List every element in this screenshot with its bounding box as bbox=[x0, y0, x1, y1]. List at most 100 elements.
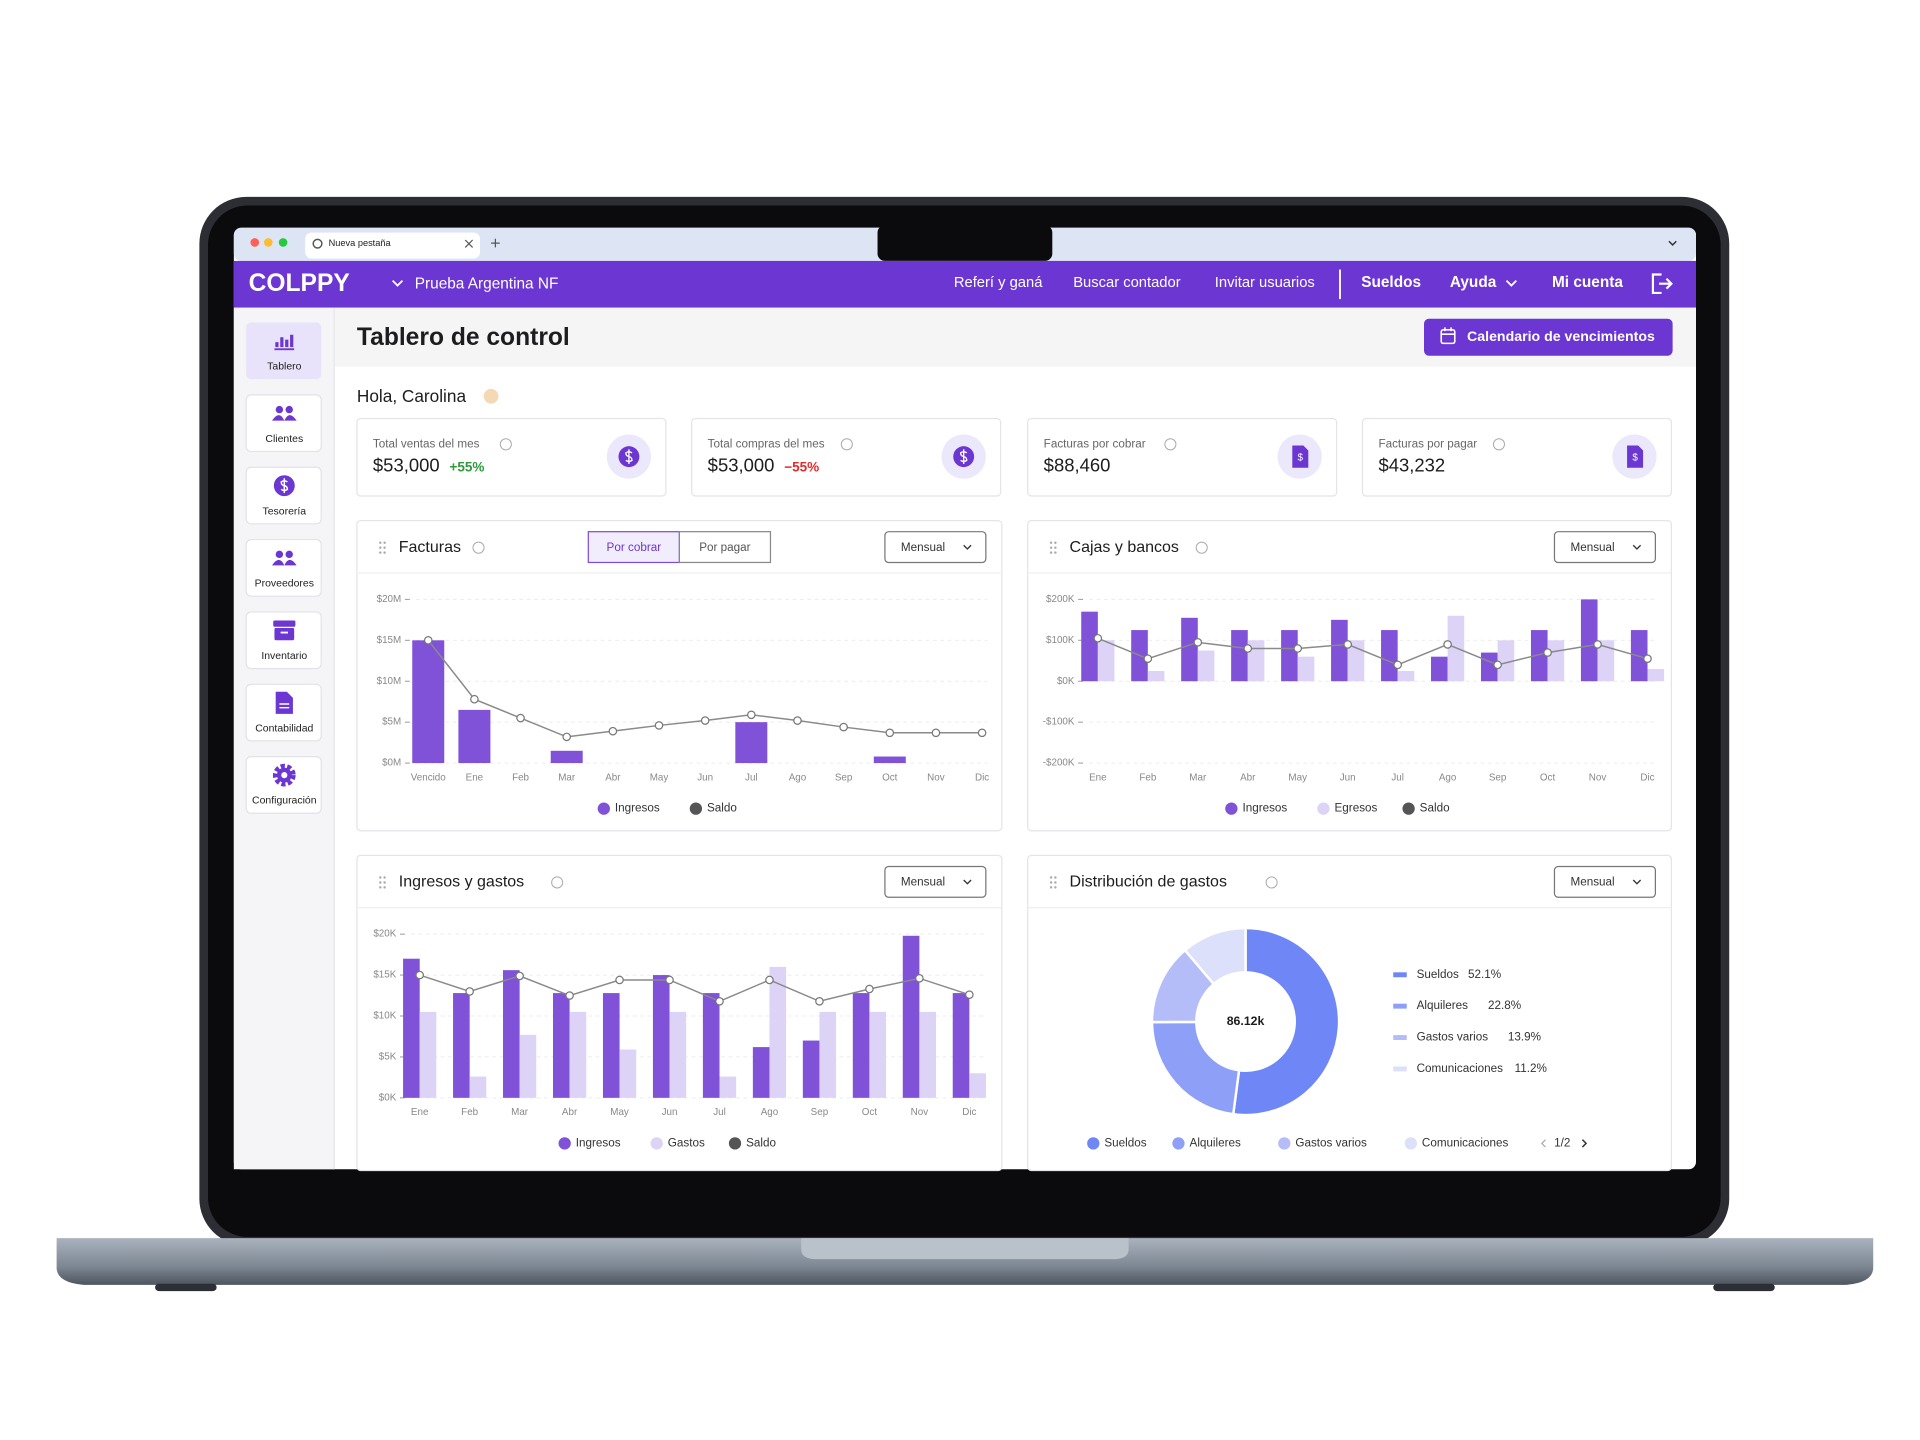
bar bbox=[519, 1034, 537, 1098]
x-tick-label: Oct bbox=[862, 1107, 878, 1118]
company-chevron[interactable] bbox=[391, 279, 404, 287]
chart-title: Distribución de gastos bbox=[1070, 874, 1227, 891]
browser-tab[interactable] bbox=[305, 232, 480, 259]
bar bbox=[419, 1011, 437, 1098]
toggle-tab[interactable] bbox=[678, 531, 772, 564]
line-point bbox=[415, 970, 425, 980]
line-point bbox=[562, 732, 572, 742]
x-tick-label: Ago bbox=[1439, 772, 1457, 783]
y-tick-label: -$100K bbox=[1043, 717, 1075, 728]
line-point bbox=[1593, 640, 1602, 649]
help-icon bbox=[499, 438, 512, 451]
sidebar-label: Tablero bbox=[267, 362, 301, 373]
x-tick-label: Ene bbox=[466, 772, 484, 783]
kpi-change: −55% bbox=[784, 459, 819, 474]
nav-link[interactable]: Referí y ganá bbox=[954, 275, 1043, 291]
period-dropdown[interactable] bbox=[884, 531, 987, 564]
icon bbox=[272, 415, 297, 421]
bar bbox=[1097, 640, 1115, 682]
icon bbox=[285, 550, 293, 559]
bar bbox=[652, 975, 670, 1098]
line-point bbox=[765, 975, 774, 985]
x-tick-label: Abr bbox=[1240, 772, 1256, 783]
icon bbox=[274, 348, 295, 351]
y-tick-label: $5M bbox=[382, 717, 401, 728]
browser-menu[interactable] bbox=[1668, 240, 1677, 246]
donut-center-label: 86.12k bbox=[1227, 1014, 1265, 1028]
bar bbox=[1347, 640, 1365, 682]
new-tab[interactable] bbox=[491, 238, 500, 248]
nav-link[interactable]: Ayuda bbox=[1450, 274, 1497, 291]
sidebar-item[interactable] bbox=[246, 322, 322, 380]
nav-link[interactable]: Invitar usuarios bbox=[1215, 275, 1315, 291]
x-tick-label: Sep bbox=[835, 772, 853, 783]
bar bbox=[952, 993, 970, 1098]
notch bbox=[877, 225, 1053, 261]
sidebar-label: Tesorería bbox=[263, 506, 307, 517]
legend-value: 13.9% bbox=[1508, 1031, 1541, 1044]
sidebar-item[interactable] bbox=[245, 394, 322, 453]
bar bbox=[819, 1011, 837, 1098]
toggle-tab[interactable] bbox=[587, 531, 681, 564]
period-dropdown[interactable] bbox=[1553, 531, 1656, 564]
chart-title: Facturas bbox=[399, 539, 461, 556]
y-tick-label: $10K bbox=[373, 1011, 396, 1022]
legend-marker bbox=[1087, 1137, 1100, 1150]
line-point bbox=[965, 990, 974, 1000]
bar bbox=[1397, 671, 1415, 682]
calendar-button[interactable] bbox=[1424, 318, 1673, 356]
logout-icon[interactable] bbox=[1651, 273, 1673, 295]
window-button[interactable] bbox=[264, 238, 273, 247]
kpi-value: $88,460 bbox=[1044, 454, 1111, 475]
pager-next[interactable] bbox=[1581, 1139, 1588, 1148]
drag-handle bbox=[379, 551, 382, 554]
y-tick-label: $10M bbox=[377, 676, 402, 687]
app-header bbox=[233, 260, 1696, 308]
x-tick-label: May bbox=[1288, 772, 1307, 783]
y-tick-label: $15M bbox=[377, 635, 402, 646]
kpi-icon-glyph: $ bbox=[1632, 452, 1638, 463]
icon bbox=[285, 405, 293, 414]
calendar-button-label: Calendario de vencimientos bbox=[1467, 328, 1655, 344]
bar bbox=[719, 1076, 737, 1098]
chart-title: Cajas y bancos bbox=[1070, 539, 1179, 556]
sidebar-label: Contabilidad bbox=[255, 723, 313, 734]
bar bbox=[1431, 656, 1448, 682]
bar bbox=[852, 993, 870, 1098]
sidebar-item[interactable] bbox=[245, 538, 322, 597]
icon bbox=[275, 342, 279, 348]
help-icon bbox=[472, 541, 485, 554]
company-selector[interactable]: Prueba Argentina NF bbox=[415, 275, 559, 292]
nav-link[interactable]: Buscar contador bbox=[1073, 275, 1180, 291]
legend-label: Alquileres bbox=[1190, 1136, 1241, 1149]
line-point bbox=[1393, 660, 1402, 670]
legend-label: Saldo bbox=[1420, 802, 1450, 815]
x-tick-label: Sep bbox=[811, 1107, 829, 1118]
period-dropdown[interactable] bbox=[1553, 865, 1656, 898]
x-tick-label: May bbox=[610, 1107, 629, 1118]
bar bbox=[1331, 619, 1348, 682]
drag-handle bbox=[1049, 551, 1053, 554]
pager-prev[interactable] bbox=[1540, 1139, 1546, 1148]
nav-link[interactable]: Sueldos bbox=[1361, 274, 1421, 291]
drag-handle bbox=[1054, 881, 1057, 884]
nav-link[interactable]: Mi cuenta bbox=[1552, 274, 1623, 291]
window-button[interactable] bbox=[278, 238, 288, 247]
legend-marker bbox=[1172, 1137, 1185, 1150]
legend-label: Sueldos bbox=[1104, 1136, 1146, 1149]
bar bbox=[1381, 630, 1398, 682]
x-tick-label: Mar bbox=[511, 1107, 529, 1118]
bar bbox=[1297, 656, 1315, 682]
window-button[interactable] bbox=[250, 238, 260, 247]
bar bbox=[1580, 599, 1598, 682]
period-dropdown[interactable] bbox=[884, 865, 987, 898]
chart-header-divider bbox=[1027, 572, 1672, 574]
bar bbox=[735, 722, 768, 764]
wave-emoji bbox=[483, 388, 499, 404]
x-tick-label: Dic bbox=[975, 772, 989, 783]
tab-close[interactable] bbox=[464, 239, 474, 248]
drag-handle bbox=[383, 876, 386, 879]
kpi-icon bbox=[1627, 445, 1644, 468]
nav-divider bbox=[1339, 269, 1341, 300]
period-label: Mensual bbox=[901, 541, 945, 554]
